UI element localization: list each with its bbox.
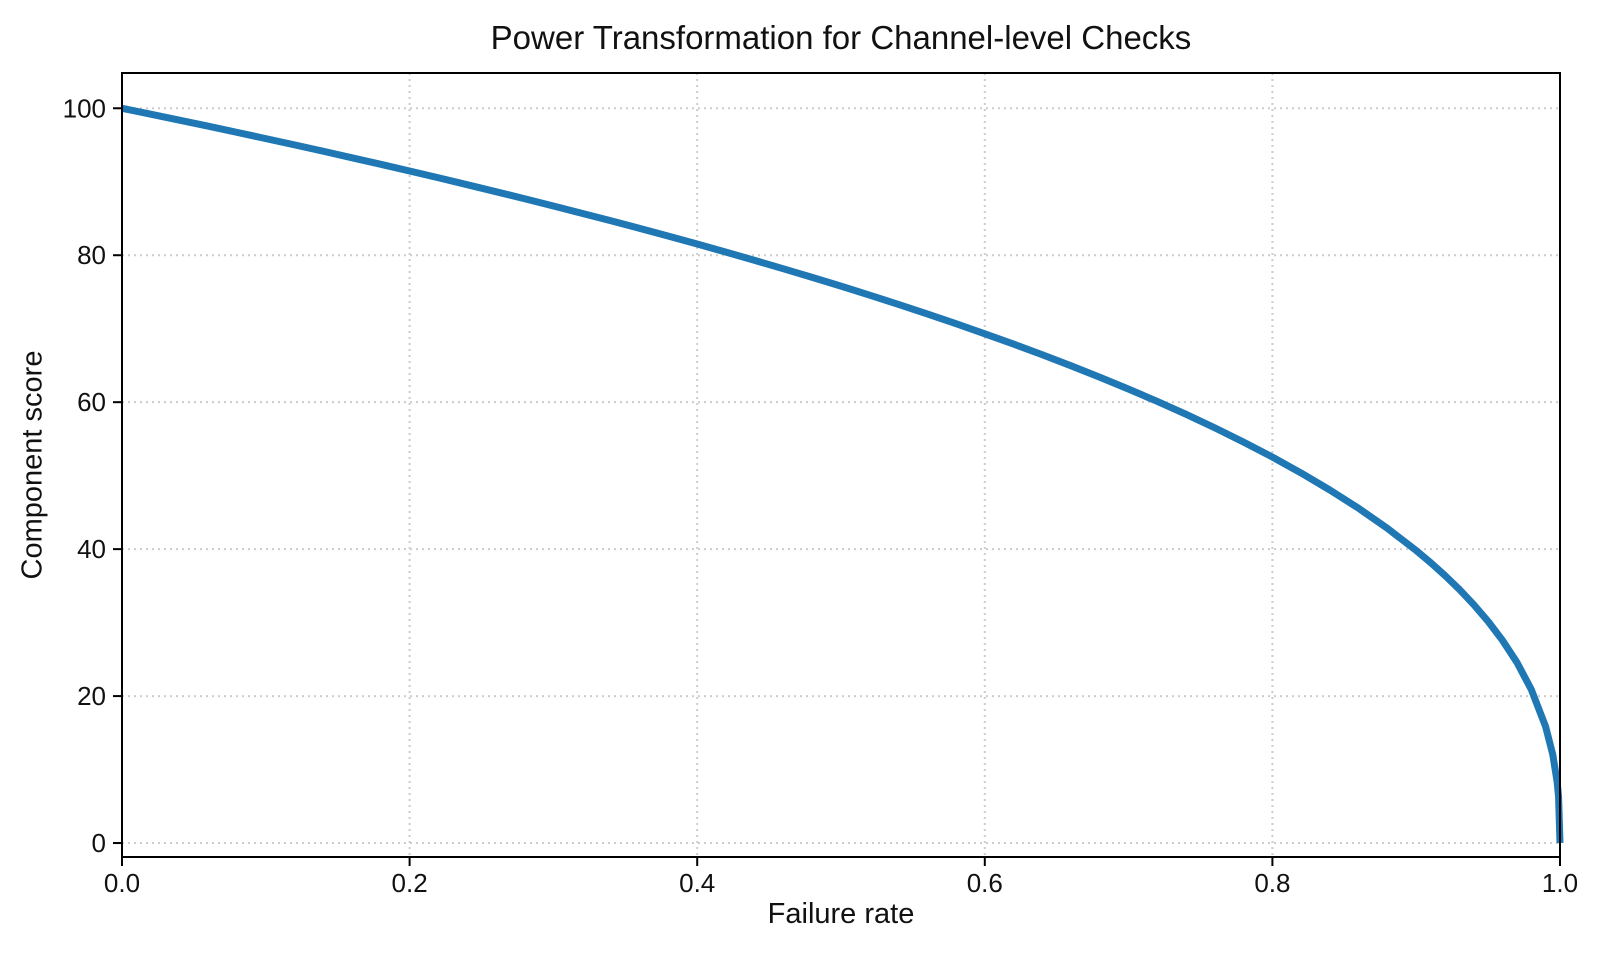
x-tick-label: 0.0 — [104, 868, 140, 898]
x-tick-label: 0.4 — [679, 868, 715, 898]
x-tick-label: 0.8 — [1254, 868, 1290, 898]
x-tick-label: 0.6 — [967, 868, 1003, 898]
y-tick-label: 100 — [63, 93, 106, 123]
chart-title: Power Transformation for Channel-level C… — [490, 19, 1192, 56]
y-tick-label: 0 — [92, 828, 106, 858]
y-tick-label: 60 — [77, 387, 106, 417]
score-curve-line — [121, 104, 1564, 844]
plot-border — [121, 72, 1561, 858]
y-axis-label: Component score — [16, 350, 49, 580]
x-tick-label: 0.2 — [392, 868, 428, 898]
x-axis-label: Failure rate — [767, 898, 915, 930]
y-tick-label: 40 — [77, 534, 106, 564]
y-tick-label: 20 — [77, 681, 106, 711]
y-tick-label: 80 — [77, 240, 106, 270]
x-tick-label: 1.0 — [1542, 868, 1578, 898]
